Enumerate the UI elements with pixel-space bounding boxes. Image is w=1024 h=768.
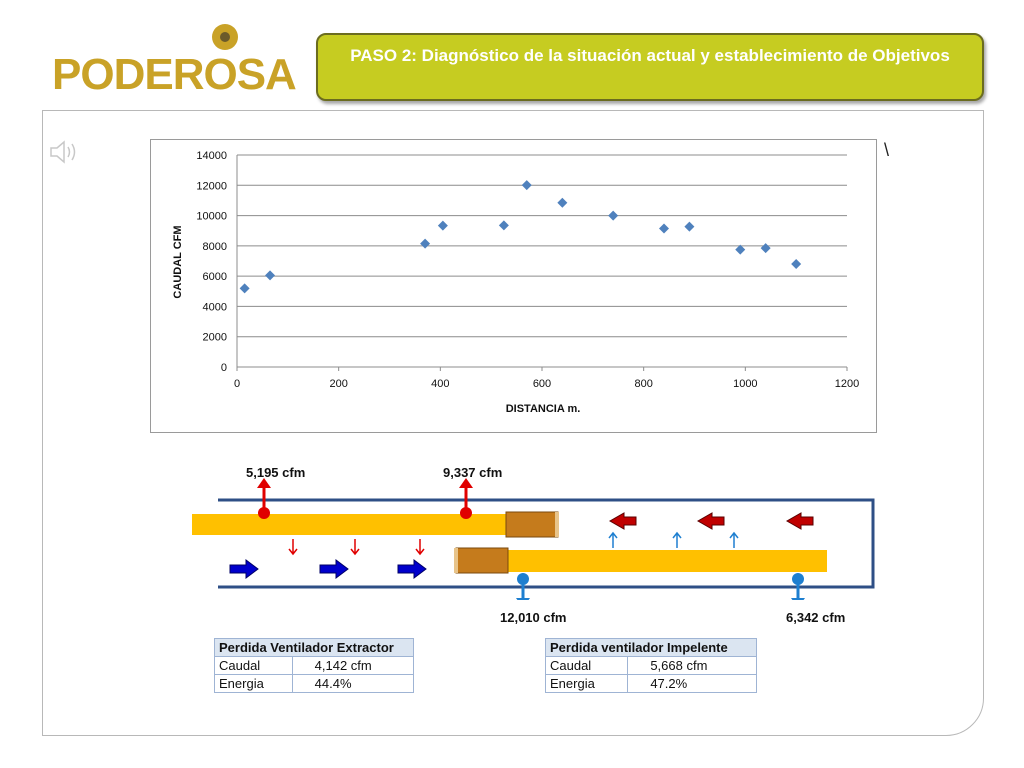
chart-y-tick-label: 12000 <box>196 180 227 192</box>
table-header: Perdida ventilador Impelente <box>545 638 757 657</box>
chart-x-tick-label: 200 <box>329 378 347 390</box>
slide-title-banner: PASO 2: Diagnóstico de la situación actu… <box>316 33 984 101</box>
flow-label-top-left: 5,195 cfm <box>246 465 306 480</box>
ventilation-diagram <box>192 478 875 600</box>
table-cell-label: Energia <box>544 674 629 693</box>
measure-pin-top-mid <box>459 478 473 519</box>
scatter-chart: 0 2000 4000 6000 8000 10000 12000 14000 0 200 400 6… <box>150 139 877 433</box>
slide-title: PASO 2: Diagnóstico de la situación actu… <box>350 46 950 65</box>
table-cell-value: 4,142 cfm <box>291 656 415 675</box>
slide-content-frame <box>42 110 984 736</box>
chart-x-tick-label: 600 <box>533 378 551 390</box>
speaker-icon[interactable] <box>48 138 80 166</box>
chart-x-tick-label: 0 <box>234 378 240 390</box>
chart-x-tick-label: 400 <box>431 378 449 390</box>
chart-data-point <box>659 223 669 234</box>
chart-data-point <box>735 244 746 255</box>
chart-y-axis-label: CAUDAL CFM <box>172 225 184 298</box>
chart-canvas: 0 2000 4000 6000 8000 10000 12000 14000 0 200 400 6… <box>172 150 859 415</box>
impeller-fan-ring <box>454 548 458 573</box>
chart-data-point <box>498 220 509 231</box>
chart-data-point <box>265 270 276 281</box>
table-header: Perdida Ventilador Extractor <box>214 638 414 657</box>
tunnel-outline <box>218 498 875 589</box>
measure-pin-bottom-right <box>791 573 805 600</box>
chart-y-tick-label: 4000 <box>203 301 227 313</box>
leak-arrow-red <box>288 539 425 556</box>
chart-data-point <box>760 243 771 254</box>
impeller-duct <box>507 550 827 572</box>
logo-text: PODEROSA <box>52 50 297 99</box>
impeller-fan <box>455 547 509 574</box>
airflow-arrow-return <box>608 512 814 530</box>
flow-label-top-mid: 9,337 cfm <box>443 465 503 480</box>
impeller-loss-table: Perdida ventilador Impelente Caudal 5,66… <box>544 638 757 693</box>
chart-x-axis-label: DISTANCIA m. <box>506 403 581 415</box>
table-cell-label: Caudal <box>544 656 629 675</box>
chart-data-point <box>684 221 695 232</box>
chart-x-tick-label: 800 <box>634 378 652 390</box>
table-cell-value: 5,668 cfm <box>627 656 757 675</box>
chart-y-tick-label: 14000 <box>196 150 227 162</box>
extractor-fan <box>505 511 559 538</box>
measure-pin-top-left <box>257 478 271 519</box>
chart-data-point <box>608 210 619 221</box>
table-cell-label: Energia <box>214 674 293 693</box>
chart-x-tick-label: 1200 <box>835 378 859 390</box>
table-cell-value: 44.4% <box>291 674 415 693</box>
chart-data-point <box>557 197 568 208</box>
chart-data-point <box>791 259 802 270</box>
poderosa-logo: PODEROSA <box>52 20 314 100</box>
chart-data-point <box>521 180 532 191</box>
chart-y-tick-label: 2000 <box>203 332 227 344</box>
table-row: Energia 44.4% <box>214 674 415 693</box>
table-row: Energia 47.2% <box>544 674 757 693</box>
extractor-fan-ring <box>555 512 559 537</box>
chart-y-tick-label: 8000 <box>203 241 227 253</box>
chart-data-point <box>239 283 250 294</box>
leak-arrow-blue <box>608 531 739 548</box>
chart-data-point <box>420 238 431 249</box>
table-cell-value: 47.2% <box>627 674 757 693</box>
table-row: Caudal 5,668 cfm <box>544 656 757 675</box>
flow-label-bottom-right: 6,342 cfm <box>786 610 846 625</box>
measure-pin-bottom-mid <box>516 573 530 600</box>
airflow-arrow-fresh <box>229 559 427 579</box>
chart-x-tick-label: 1000 <box>733 378 757 390</box>
chart-y-tick-label: 10000 <box>196 211 227 223</box>
extractor-loss-table: Perdida Ventilador Extractor Caudal 4,14… <box>214 638 415 693</box>
chart-y-tick-label: 0 <box>221 362 227 374</box>
logo-mark-icon <box>212 24 238 50</box>
extractor-duct <box>192 514 508 535</box>
chart-data-point <box>437 220 448 231</box>
table-cell-label: Caudal <box>214 656 293 675</box>
flow-label-bottom-mid: 12,010 cfm <box>500 610 567 625</box>
stray-mark: \ <box>884 140 890 160</box>
chart-y-tick-label: 6000 <box>203 271 227 283</box>
table-row: Caudal 4,142 cfm <box>214 656 415 675</box>
